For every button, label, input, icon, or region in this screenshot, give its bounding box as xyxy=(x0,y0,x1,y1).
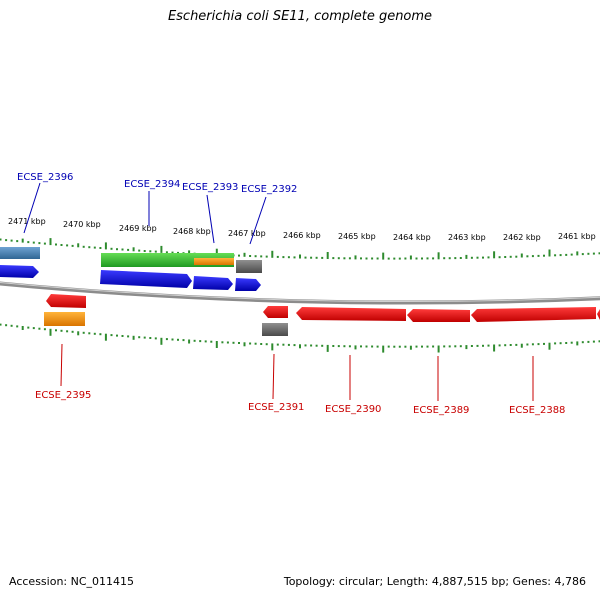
gene-feature-ecse-2388[interactable] xyxy=(471,307,596,322)
gene-label-ecse-2396[interactable]: ECSE_2396 xyxy=(17,172,73,183)
gene-feature-ecse-2391[interactable] xyxy=(263,306,288,318)
kbp-label: 2463 kbp xyxy=(448,233,486,242)
leader-line xyxy=(272,353,275,400)
leader-line xyxy=(60,343,63,387)
kbp-label: 2468 kbp xyxy=(173,227,211,236)
leader-line xyxy=(249,196,267,245)
gene-label-ecse-2391[interactable]: ECSE_2391 xyxy=(248,402,304,413)
lower-tick-row xyxy=(0,323,600,353)
gene-feature-gray-rev[interactable] xyxy=(262,323,288,336)
forward-labels: ECSE_2396 ECSE_2394 ECSE_2393 ECSE_2392 xyxy=(17,172,297,245)
kbp-label: 2462 kbp xyxy=(503,233,541,242)
reverse-labels: ECSE_2395 ECSE_2391 ECSE_2390 ECSE_2389 … xyxy=(35,343,565,416)
gene-feature-ecse-2396[interactable] xyxy=(0,247,40,259)
kbp-label: 2469 kbp xyxy=(119,224,157,233)
kbp-label: 2465 kbp xyxy=(338,232,376,241)
gene-label-ecse-2393[interactable]: ECSE_2393 xyxy=(182,182,238,193)
leader-line xyxy=(206,194,215,244)
summary-text: Topology: circular; Length: 4,887,515 bp… xyxy=(283,575,586,588)
kbp-label: 2467 kbp xyxy=(228,229,266,238)
gene-feature-blue-3[interactable] xyxy=(193,276,233,290)
backbone-highlight xyxy=(0,281,600,303)
accession-text: Accession: NC_011415 xyxy=(9,575,135,588)
gene-feature-blue-4[interactable] xyxy=(235,278,261,291)
gene-feature-red-1[interactable] xyxy=(46,294,86,308)
kbp-label: 2464 kbp xyxy=(393,233,431,242)
gene-feature-ecse-2395[interactable] xyxy=(44,312,85,326)
gene-feature-ecse-2389[interactable] xyxy=(407,309,470,322)
gene-feature-ecse-2394[interactable] xyxy=(100,270,192,288)
reverse-features xyxy=(44,294,600,336)
gene-label-ecse-2390[interactable]: ECSE_2390 xyxy=(325,404,381,415)
gene-feature-ecse-2393[interactable] xyxy=(194,258,234,265)
kbp-label: 2471 kbp xyxy=(8,217,46,226)
gene-label-ecse-2395[interactable]: ECSE_2395 xyxy=(35,390,91,401)
leader-line xyxy=(23,182,41,234)
gene-feature-blue-1[interactable] xyxy=(0,265,39,278)
forward-features xyxy=(0,247,262,291)
gene-feature-red-edge[interactable] xyxy=(597,309,600,320)
backbone-arc xyxy=(0,281,600,305)
gene-label-ecse-2392[interactable]: ECSE_2392 xyxy=(241,184,297,195)
gene-feature-ecse-2390[interactable] xyxy=(296,307,406,321)
gene-label-ecse-2394[interactable]: ECSE_2394 xyxy=(124,179,180,190)
map-title: Escherichia coli SE11, complete genome xyxy=(167,9,433,24)
gene-label-ecse-2388[interactable]: ECSE_2388 xyxy=(509,405,565,416)
kbp-labels: 2471 kbp 2470 kbp 2469 kbp 2468 kbp 2467… xyxy=(8,217,596,242)
gene-feature-ecse-2392[interactable] xyxy=(236,260,262,273)
kbp-label: 2466 kbp xyxy=(283,231,321,240)
kbp-label: 2470 kbp xyxy=(63,220,101,229)
kbp-label: 2461 kbp xyxy=(558,232,596,241)
gene-label-ecse-2389[interactable]: ECSE_2389 xyxy=(413,405,469,416)
